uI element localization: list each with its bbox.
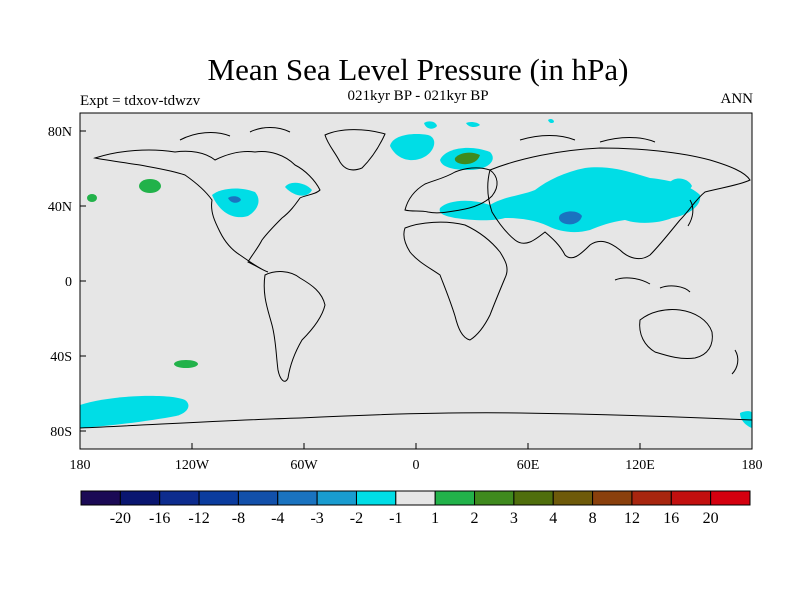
anomaly-north-atlantic <box>390 134 435 161</box>
colorbar-box <box>159 490 200 506</box>
coast-arctic-islands <box>179 127 656 143</box>
colorbar-box <box>355 490 397 506</box>
colorbar-label: -16 <box>149 510 170 527</box>
lon-label-60w: 60W <box>290 458 318 473</box>
lon-label-0: 0 <box>413 458 420 473</box>
anomaly-hudson <box>285 182 312 196</box>
colorbar-box <box>513 490 554 506</box>
colorbar-label: 16 <box>663 510 679 527</box>
coast-indonesia <box>614 277 691 293</box>
anomaly-eurasia <box>439 167 701 233</box>
season-label: ANN <box>720 91 754 107</box>
coast-australia <box>639 309 713 359</box>
lon-label-120w: 120W <box>175 458 210 473</box>
colorbar: -20 -16 -12 -8 -4 -3 -2 -1 1 2 3 4 8 12 16 20 <box>80 490 751 527</box>
coast-greenland <box>324 129 386 171</box>
colorbar-box <box>434 490 476 506</box>
lon-label-120e: 120E <box>625 458 655 473</box>
colorbar-label: 3 <box>510 510 518 527</box>
coast-north-america <box>93 149 321 273</box>
map-subtitle: 021kyr BP - 021kyr BP <box>347 88 489 104</box>
coast-new-zealand <box>731 349 739 375</box>
anomaly-kamchatka <box>670 178 692 192</box>
colorbar-box <box>631 490 672 506</box>
colorbar-label: -4 <box>271 510 284 527</box>
coastlines <box>79 127 753 429</box>
colorbar-box <box>237 490 279 506</box>
lat-label-80s: 80S <box>50 425 72 440</box>
colorbar-label: 2 <box>471 510 479 527</box>
coast-europe <box>404 167 498 214</box>
colorbar-box <box>710 490 751 506</box>
ocean-background <box>80 113 752 449</box>
anomaly-scandinavia-green <box>454 152 480 165</box>
lon-label-60e: 60E <box>517 458 540 473</box>
lat-label-0: 0 <box>65 275 72 290</box>
anomaly-south-pacific-green <box>174 360 198 368</box>
anomaly-small-cyan <box>548 118 554 124</box>
anomaly-blue-na <box>228 196 241 203</box>
anomaly-arctic-2 <box>466 121 480 128</box>
colorbar-box <box>198 490 239 506</box>
colorbar-label: -1 <box>389 510 402 527</box>
colorbar-label: -3 <box>310 510 323 527</box>
colorbar-box <box>80 490 121 506</box>
coast-japan <box>687 199 694 227</box>
coast-africa <box>403 221 508 341</box>
colorbar-label: 4 <box>549 510 557 527</box>
anomaly-pacific-green-small <box>87 194 97 202</box>
map-axes: 80N 40N 0 40S 80S 180 120W 60W 0 60E 120… <box>48 125 763 473</box>
coast-south-america <box>263 271 326 382</box>
colorbar-label: 20 <box>703 510 719 527</box>
colorbar-labels: -20 -16 -12 -8 -4 -3 -2 -1 1 2 3 4 8 12 16 20 <box>110 510 719 527</box>
colorbar-box <box>395 490 436 506</box>
colorbar-label: 12 <box>624 510 640 527</box>
colorbar-boxes <box>80 490 751 506</box>
lat-label-40n: 40N <box>48 200 72 215</box>
coast-asia <box>487 147 751 260</box>
colorbar-label: -8 <box>232 510 245 527</box>
colorbar-box <box>316 490 357 506</box>
map-title: Mean Sea Level Pressure (in hPa) <box>207 52 629 87</box>
colorbar-box <box>277 490 318 506</box>
colorbar-box <box>670 490 712 506</box>
lat-label-80n: 80N <box>48 125 72 140</box>
lon-label-180w: 180 <box>70 458 91 473</box>
lat-label-40s: 40S <box>50 350 72 365</box>
colorbar-box <box>474 490 515 506</box>
anomaly-north-pacific-green <box>139 179 161 193</box>
colorbar-box <box>592 490 633 506</box>
anomaly-north-america <box>212 188 259 218</box>
colorbar-label: -20 <box>110 510 131 527</box>
anomaly-arctic-1 <box>424 121 437 129</box>
colorbar-box <box>552 490 594 506</box>
colorbar-label: 1 <box>431 510 439 527</box>
map-panel <box>79 112 753 450</box>
lon-label-180e: 180 <box>742 458 763 473</box>
colorbar-box <box>119 490 161 506</box>
anomaly-tibet-blue <box>559 211 582 225</box>
colorbar-label: -12 <box>188 510 209 527</box>
colorbar-label: 8 <box>589 510 597 527</box>
coast-antarctica <box>79 412 753 429</box>
anomaly-south-pacific <box>80 395 189 428</box>
colorbar-label: -2 <box>350 510 363 527</box>
experiment-label: Expt = tdxov-tdwzv <box>80 93 201 109</box>
